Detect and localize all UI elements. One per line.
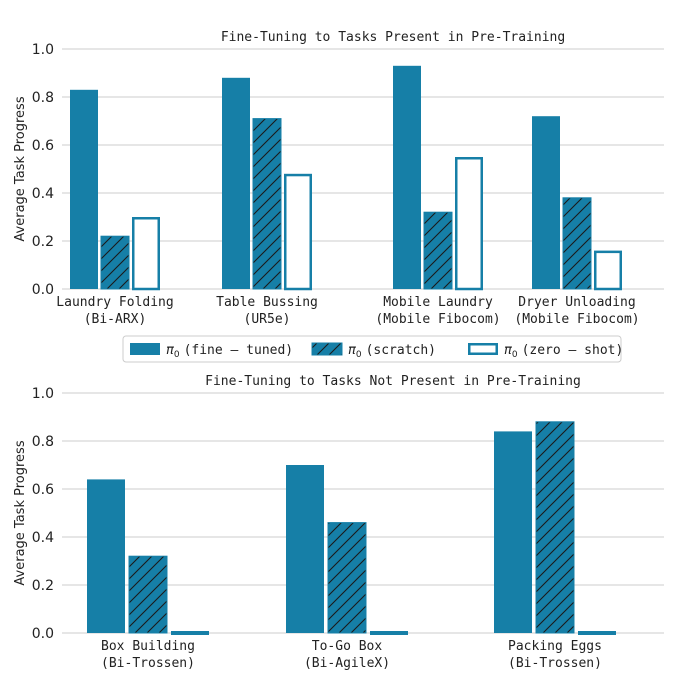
bar-outline xyxy=(578,631,616,635)
y-tick-label: 0.8 xyxy=(32,90,54,106)
category-label: Packing Eggs xyxy=(508,639,602,654)
legend-label: π0 (scratch) xyxy=(348,343,436,360)
bar-solid xyxy=(532,116,560,289)
legend: π0 (fine – tuned) π0 (scratch) π0 (zero – sho… xyxy=(122,335,623,363)
bar-hatched xyxy=(423,211,453,290)
y-tick-label: 0.4 xyxy=(32,530,54,546)
y-axis-label: Average Task Progress xyxy=(13,96,28,241)
bar-solid xyxy=(87,479,125,633)
category-label: Table Bussing xyxy=(216,295,318,310)
category-label: Box Building xyxy=(101,639,195,654)
bar-outline xyxy=(594,250,622,291)
category-label: (Mobile Fibocom) xyxy=(514,312,639,327)
category-label: Laundry Folding xyxy=(56,295,173,310)
y-tick-label: 0.0 xyxy=(32,626,54,642)
y-tick-label: 0.2 xyxy=(32,234,54,250)
category-label: (Mobile Fibocom) xyxy=(375,312,500,327)
legend-label: π0 (zero – shot) xyxy=(504,343,623,360)
legend-swatch-outline xyxy=(468,343,498,355)
category-label: (UR5e) xyxy=(244,312,291,327)
bar-hatched xyxy=(100,235,130,290)
y-tick-label: 0.2 xyxy=(32,578,54,594)
chart-not-present-in-pretraining: Fine-Tuning to Tasks Not Present in Pre-… xyxy=(13,374,664,671)
bar-hatched xyxy=(327,522,367,634)
bar-solid xyxy=(70,89,98,289)
category-label: (Bi-Trossen) xyxy=(508,656,602,671)
y-tick-label: 0.6 xyxy=(32,138,54,154)
bar-hatched xyxy=(562,197,592,290)
category-label: Mobile Laundry xyxy=(383,295,493,310)
bar-solid xyxy=(286,465,324,633)
category-label: To-Go Box xyxy=(312,639,383,654)
y-tick-label: 0.0 xyxy=(32,282,54,298)
y-axis-label: Average Task Progress xyxy=(13,440,28,585)
legend-frame xyxy=(122,335,622,363)
bar-outline xyxy=(132,217,160,291)
chart-present-in-pretraining: Fine-Tuning to Tasks Present in Pre-Trai… xyxy=(13,30,664,327)
category-label: Dryer Unloading xyxy=(518,295,635,310)
legend-swatch-hatched xyxy=(311,342,343,356)
bar-outline xyxy=(370,631,408,635)
category-label: (Bi-AgileX) xyxy=(304,656,390,671)
y-tick-label: 1.0 xyxy=(32,42,54,58)
bar-hatched xyxy=(535,421,575,634)
bar-solid xyxy=(393,65,421,289)
category-label: (Bi-Trossen) xyxy=(101,656,195,671)
bar-solid xyxy=(494,431,532,633)
bar-solid xyxy=(222,77,250,289)
bar-outline xyxy=(284,173,312,291)
bar-hatched xyxy=(128,555,168,634)
bar-hatched xyxy=(252,118,282,290)
chart-title: Fine-Tuning to Tasks Present in Pre-Trai… xyxy=(221,30,565,45)
y-tick-label: 0.6 xyxy=(32,482,54,498)
category-label: (Bi-ARX) xyxy=(84,312,147,327)
bar-outline xyxy=(455,157,483,291)
y-tick-label: 0.8 xyxy=(32,434,54,450)
legend-swatch-solid xyxy=(130,343,160,355)
y-tick-label: 1.0 xyxy=(32,386,54,402)
chart-title: Fine-Tuning to Tasks Not Present in Pre-… xyxy=(205,374,581,389)
bar-outline xyxy=(171,631,209,635)
legend-label: π0 (fine – tuned) xyxy=(166,343,293,360)
y-tick-label: 0.4 xyxy=(32,186,54,202)
